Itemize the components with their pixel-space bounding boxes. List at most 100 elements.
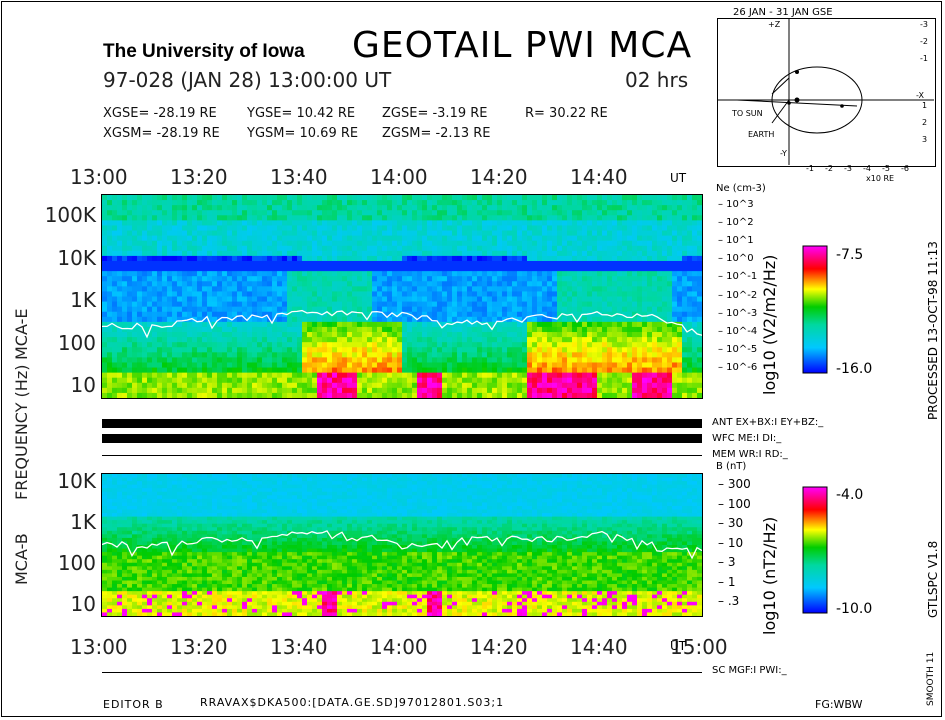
spectrogram-cell xyxy=(392,260,398,267)
spectrogram-cell xyxy=(547,316,553,323)
spectrogram-cell xyxy=(407,205,413,211)
spectrogram-cell xyxy=(532,316,538,323)
spectrogram-cell xyxy=(507,291,513,298)
spectrogram-cell xyxy=(302,347,308,353)
spectrogram-cell xyxy=(607,281,613,287)
spectrogram-cell xyxy=(662,240,668,247)
spectrogram-cell xyxy=(492,210,498,216)
spectrogram-cell xyxy=(327,382,333,389)
spectrogram-cell xyxy=(162,240,168,247)
spectrogram-cell xyxy=(337,301,343,308)
spectrogram-cell xyxy=(122,195,128,201)
spectrogram-cell xyxy=(372,362,378,369)
spectrogram-cell xyxy=(452,281,458,287)
spectrogram-cell xyxy=(527,210,533,216)
spectrogram-cell xyxy=(347,205,353,211)
spectrogram-cell xyxy=(457,276,463,282)
spectrogram-cell xyxy=(237,215,243,221)
spectrogram-cell xyxy=(187,291,193,298)
spectrogram-cell xyxy=(367,377,373,384)
spectrogram-cell xyxy=(307,260,313,267)
spectrogram-cell xyxy=(442,291,448,298)
spectrogram-cell xyxy=(512,195,518,201)
spectrogram-cell xyxy=(507,296,513,303)
spectrogram-cell xyxy=(217,235,223,242)
spectrogram-cell xyxy=(572,347,578,353)
spectrogram-cell xyxy=(457,372,463,379)
spectrogram-cell xyxy=(467,205,473,211)
spectrogram-cell xyxy=(502,215,508,221)
spectrogram-cell xyxy=(527,286,533,293)
spectrogram-cell xyxy=(657,240,663,247)
spectrogram-cell xyxy=(597,332,603,338)
spectrogram-cell xyxy=(157,342,163,348)
spectrogram-cell xyxy=(657,342,663,348)
spectrogram-cell xyxy=(582,321,588,328)
spectrogram-cell xyxy=(522,362,528,369)
spectrogram-cell xyxy=(517,326,523,333)
spectrogram-cell xyxy=(637,205,643,211)
spectrogram-cell xyxy=(172,276,178,282)
spectrogram-cell xyxy=(202,281,208,287)
spectrogram-cell xyxy=(632,245,638,252)
spectrogram-cell xyxy=(477,311,483,318)
spectrogram-cell xyxy=(157,266,163,272)
spectrogram-cell xyxy=(117,337,123,343)
spectrogram-cell xyxy=(332,296,338,303)
spectrogram-cell xyxy=(532,301,538,308)
spectrogram-cell xyxy=(357,291,363,298)
spectrogram-cell xyxy=(202,215,208,221)
spectrogram-cell xyxy=(102,326,108,333)
spectrogram-cell xyxy=(547,367,553,374)
spectrogram-cell xyxy=(597,362,603,369)
spectrogram-cell xyxy=(572,205,578,211)
spectrogram-cell xyxy=(512,276,518,282)
spectrogram-cell xyxy=(207,260,213,267)
spectrogram-cell xyxy=(257,357,263,364)
spectrogram-cell xyxy=(407,352,413,358)
spectrogram-cell xyxy=(607,342,613,348)
spectrogram-cell xyxy=(397,215,403,221)
spectrogram-cell xyxy=(152,352,158,358)
spectrogram-cell xyxy=(187,210,193,216)
spectrogram-cell xyxy=(127,332,133,338)
spectrogram-cell xyxy=(487,200,493,206)
spectrogram-cell xyxy=(622,367,628,374)
spectrogram-cell xyxy=(392,382,398,389)
spectrogram-cell xyxy=(157,195,163,201)
spectrogram-cell xyxy=(107,260,113,267)
spectrogram-cell xyxy=(592,382,598,389)
spectrogram-cell xyxy=(242,306,248,313)
spectrogram-cell xyxy=(137,271,143,277)
spectrogram-cell xyxy=(362,271,368,277)
spectrogram-cell xyxy=(262,352,268,358)
spectrogram-cell xyxy=(597,296,603,303)
spectrogram-cell xyxy=(652,387,658,394)
spectrogram-cell xyxy=(512,271,518,277)
spectrogram-cell xyxy=(137,332,143,338)
spectrogram-cell xyxy=(622,195,628,201)
spectrogram-cell xyxy=(592,240,598,247)
spectrogram-cell xyxy=(287,296,293,303)
spectrogram-cell xyxy=(597,235,603,242)
spectrogram-cell xyxy=(587,337,593,343)
spectrogram-cell xyxy=(377,347,383,353)
spectrogram-cell xyxy=(142,347,148,353)
spectrogram-cell xyxy=(197,200,203,206)
spectrogram-cell xyxy=(582,392,588,399)
spectrogram-cell xyxy=(422,220,428,227)
spectrogram-cell xyxy=(657,250,663,257)
spectrogram-cell xyxy=(332,306,338,313)
spectrogram-cell xyxy=(152,250,158,257)
spectrogram-cell xyxy=(242,286,248,293)
spectrogram-cell xyxy=(527,281,533,287)
spectrogram-cell xyxy=(332,311,338,318)
spectrogram-cell xyxy=(407,377,413,384)
spectrogram-cell xyxy=(432,392,438,399)
spectrogram-cell xyxy=(247,271,253,277)
spectrogram-cell xyxy=(387,357,393,364)
spectrogram-cell xyxy=(117,225,123,232)
spectrogram-cell xyxy=(237,250,243,257)
spectrogram-cell xyxy=(312,311,318,318)
spectrogram-cell xyxy=(247,276,253,282)
